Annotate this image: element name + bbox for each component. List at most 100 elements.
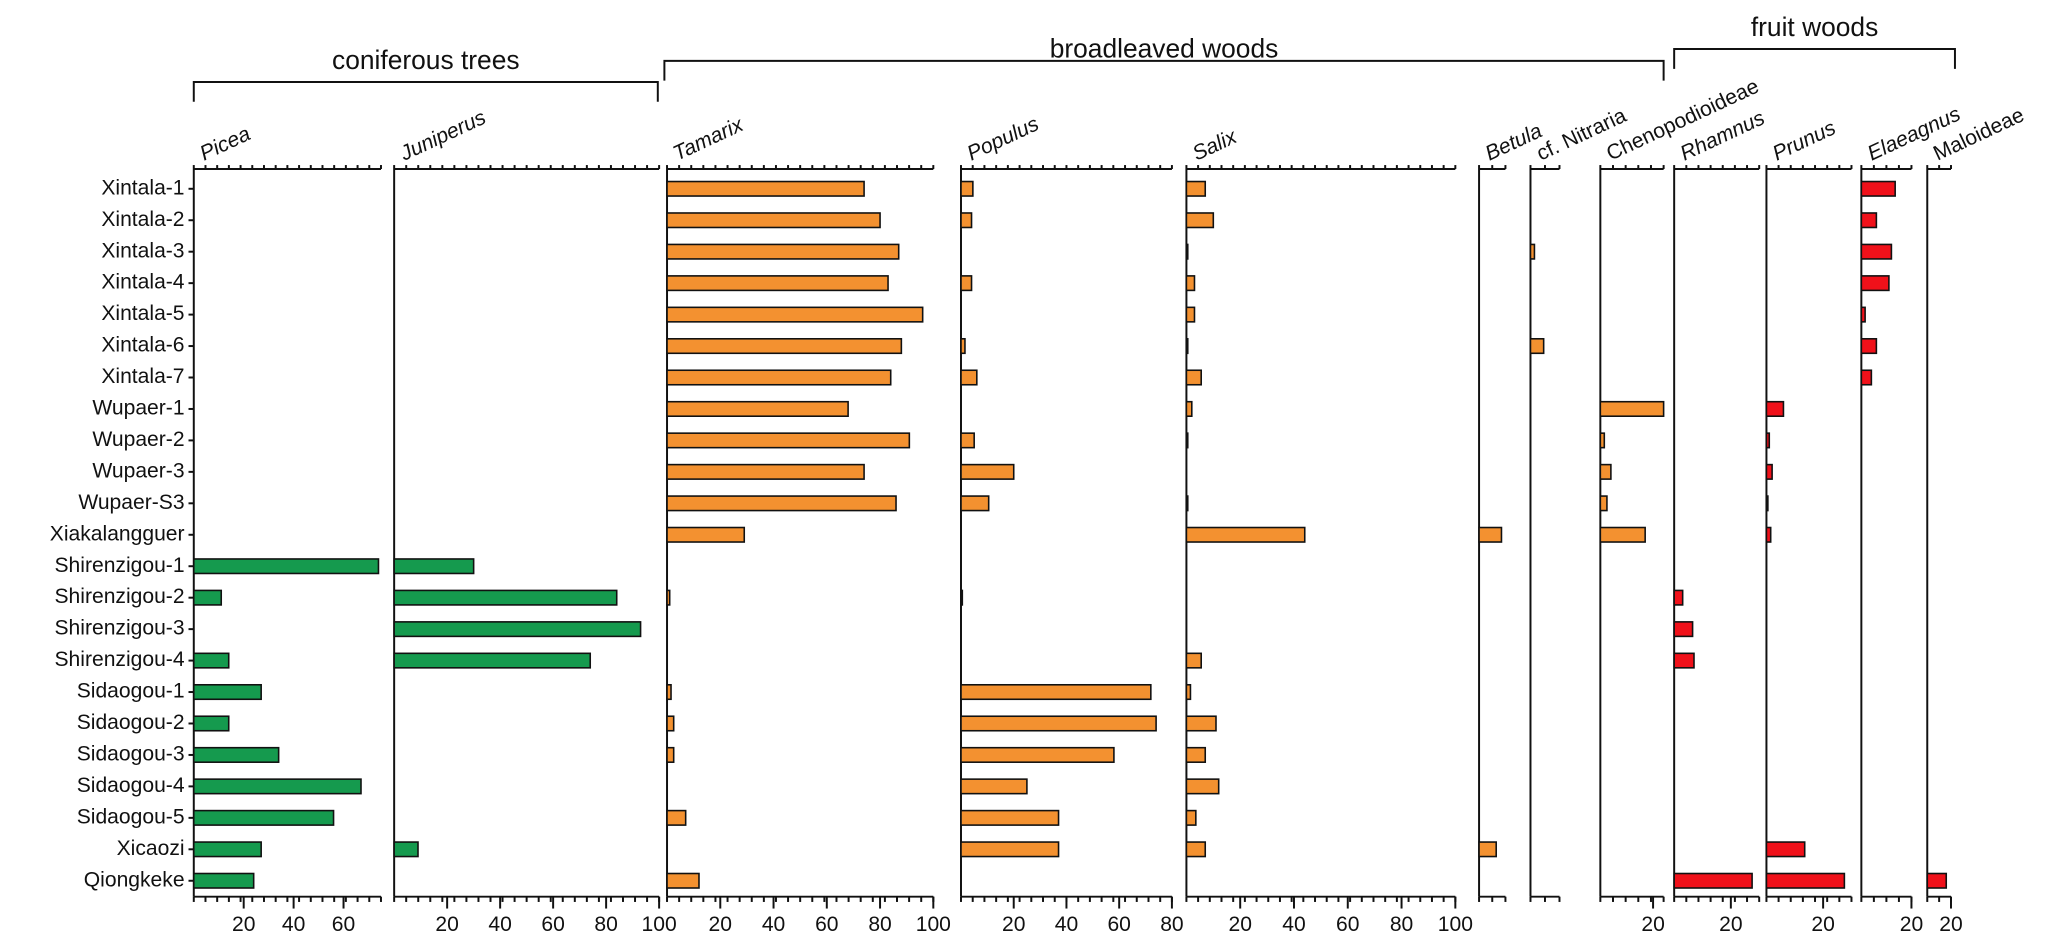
bar — [1185, 841, 1207, 858]
bar — [960, 180, 974, 197]
bar — [960, 746, 1115, 763]
bar — [1185, 432, 1189, 449]
x-tick-label: 80 — [1390, 913, 1413, 936]
bar — [960, 841, 1060, 858]
x-tick-label: 20 — [232, 913, 255, 936]
bar — [960, 589, 964, 606]
bar — [1529, 338, 1545, 355]
category-label: Sidaogou-4 — [77, 774, 185, 797]
panel-title: Salix — [1189, 125, 1241, 166]
bar — [666, 180, 865, 197]
bar — [1185, 778, 1220, 795]
bar — [1860, 275, 1890, 292]
bar — [960, 463, 1015, 480]
bar — [1599, 526, 1646, 543]
bar — [192, 809, 335, 826]
bar — [1860, 369, 1873, 386]
bar — [1860, 306, 1866, 323]
bar — [192, 589, 223, 606]
x-tick-label: 80 — [868, 913, 891, 936]
category-label: Wupaer-S3 — [78, 491, 184, 514]
x-tick-label: 100 — [1438, 913, 1473, 936]
group-label: fruit woods — [1751, 12, 1878, 42]
bar — [1673, 621, 1694, 638]
bar — [1765, 432, 1771, 449]
bar — [666, 746, 675, 763]
bar — [666, 243, 900, 260]
bar — [666, 338, 903, 355]
x-tick-label: 100 — [916, 913, 951, 936]
bar — [1185, 746, 1207, 763]
bar — [1673, 872, 1753, 889]
x-tick-label: 20 — [1900, 913, 1923, 936]
x-tick-label: 20 — [1002, 913, 1025, 936]
bar — [666, 463, 865, 480]
bar — [1185, 683, 1192, 701]
category-label: Shirenzigou-3 — [54, 617, 184, 640]
bar — [1765, 841, 1806, 858]
bar — [1765, 400, 1785, 417]
bar — [666, 400, 849, 417]
bar — [192, 872, 255, 889]
bar — [393, 621, 642, 638]
x-tick-label: 40 — [1282, 913, 1305, 936]
x-tick-label: 20 — [709, 913, 732, 936]
bar — [666, 683, 672, 701]
group-bracket — [663, 59, 1665, 81]
category-label: Sidaogou-5 — [77, 805, 185, 828]
bar — [393, 652, 592, 669]
x-tick-label: 40 — [762, 913, 785, 936]
bar — [1673, 589, 1684, 606]
x-tick-label: 20 — [1228, 913, 1251, 936]
bar — [1765, 526, 1772, 543]
bar — [666, 275, 889, 292]
category-label: Shirenzigou-4 — [54, 648, 184, 671]
bar — [1185, 400, 1193, 417]
bar — [666, 212, 881, 229]
panel-title: Picea — [196, 122, 254, 165]
x-tick-label: 60 — [541, 913, 564, 936]
category-label: Xiakalangguer — [50, 522, 185, 545]
category-label: Xintala-4 — [101, 271, 184, 294]
category-label: Wupaer-2 — [92, 428, 184, 451]
category-label: Wupaer-1 — [92, 397, 184, 420]
bar — [960, 715, 1157, 732]
x-tick-label: 100 — [642, 913, 677, 936]
bar — [1860, 180, 1896, 197]
category-label: Sidaogou-2 — [77, 711, 185, 734]
bar — [1185, 809, 1197, 826]
bar — [666, 589, 671, 606]
bar — [1185, 275, 1196, 292]
bar — [666, 872, 700, 889]
bar — [1529, 243, 1536, 260]
bar — [1765, 463, 1773, 480]
bar — [1185, 652, 1202, 669]
panel-title: Juniperus — [396, 106, 490, 166]
bar — [1926, 872, 1948, 889]
category-label: Xintala-2 — [101, 208, 184, 231]
bar — [960, 683, 1152, 701]
bar — [1765, 872, 1846, 889]
x-tick-label: 60 — [1336, 913, 1359, 936]
bar — [1185, 180, 1207, 197]
category-label: Xintala-7 — [101, 365, 184, 388]
bar — [1860, 243, 1893, 260]
bar — [192, 652, 230, 669]
bar — [960, 369, 978, 386]
x-tick-label: 20 — [435, 913, 458, 936]
bar — [960, 275, 973, 292]
category-label: Sidaogou-1 — [77, 680, 185, 703]
bar — [666, 432, 911, 449]
bar — [1185, 495, 1189, 512]
bar — [1478, 841, 1497, 858]
bar — [1599, 495, 1608, 512]
bar — [666, 495, 897, 512]
bar — [666, 715, 675, 732]
bar — [666, 369, 892, 386]
x-tick-label: 40 — [1055, 913, 1078, 936]
bar — [192, 558, 380, 575]
category-label: Sidaogou-3 — [77, 743, 185, 766]
x-tick-label: 80 — [1160, 913, 1183, 936]
x-tick-label: 40 — [282, 913, 305, 936]
